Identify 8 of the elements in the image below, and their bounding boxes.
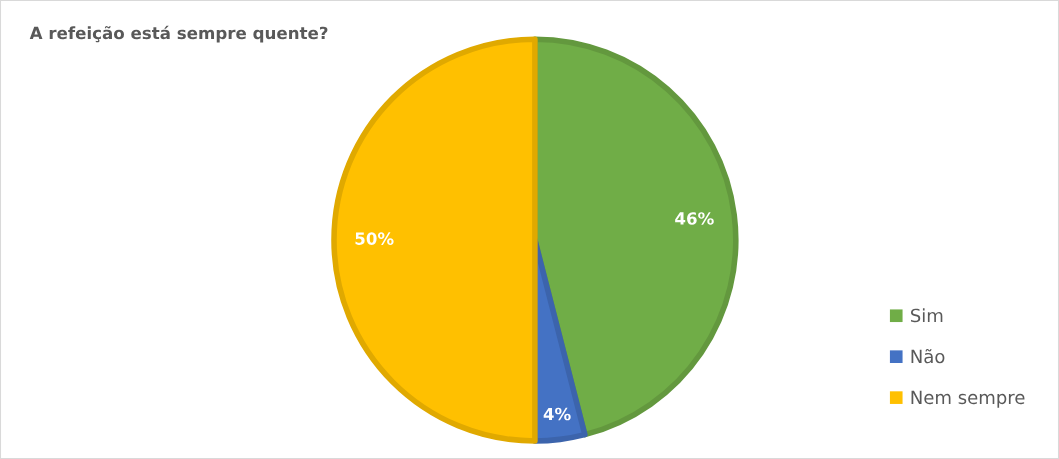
legend-label: Nem sempre (911, 390, 1025, 408)
legend-label: Sim (910, 308, 943, 323)
data-label: 4% (543, 407, 571, 421)
data-label: 46% (675, 212, 714, 225)
data-label: 50% (355, 232, 394, 245)
pie-slice (331, 36, 538, 444)
text: A refeição está sempre quente? (29, 25, 328, 43)
legend-label: Não (911, 348, 945, 364)
